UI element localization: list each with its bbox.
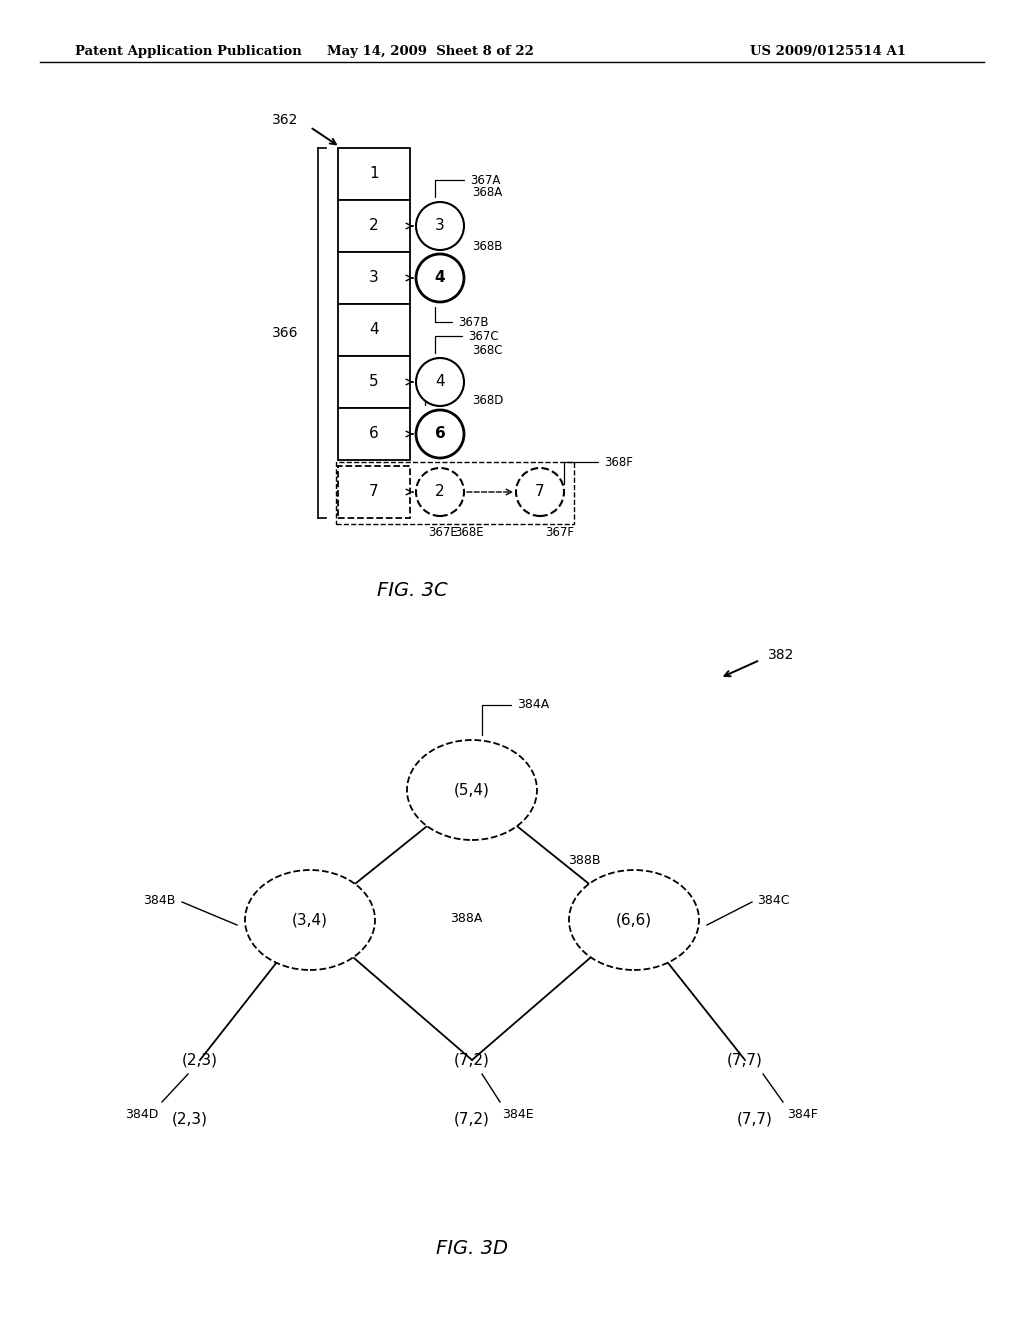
Bar bbox=[338, 201, 410, 252]
Circle shape bbox=[416, 358, 464, 407]
Ellipse shape bbox=[245, 870, 375, 970]
Bar bbox=[338, 148, 410, 201]
Text: 2: 2 bbox=[435, 484, 444, 499]
Circle shape bbox=[416, 253, 464, 302]
Bar bbox=[338, 356, 410, 408]
Text: 384F: 384F bbox=[787, 1107, 818, 1121]
Text: 367C: 367C bbox=[435, 330, 499, 354]
Text: (7,2): (7,2) bbox=[454, 1111, 489, 1127]
Bar bbox=[336, 462, 574, 524]
Text: 368B: 368B bbox=[472, 239, 503, 252]
Text: (3,4): (3,4) bbox=[292, 912, 328, 928]
Text: 368C: 368C bbox=[472, 343, 503, 356]
Text: 368D: 368D bbox=[472, 393, 504, 407]
Text: 3: 3 bbox=[435, 219, 444, 234]
Text: 3: 3 bbox=[369, 271, 379, 285]
Text: 6: 6 bbox=[434, 426, 445, 441]
Text: 366: 366 bbox=[271, 326, 298, 341]
Text: 362: 362 bbox=[272, 114, 298, 127]
Ellipse shape bbox=[569, 870, 699, 970]
Text: 367F: 367F bbox=[545, 525, 574, 539]
Bar bbox=[338, 304, 410, 356]
Text: May 14, 2009  Sheet 8 of 22: May 14, 2009 Sheet 8 of 22 bbox=[327, 45, 534, 58]
Text: FIG. 3D: FIG. 3D bbox=[436, 1238, 508, 1258]
Text: 4: 4 bbox=[435, 375, 444, 389]
Circle shape bbox=[416, 469, 464, 516]
Text: (6,6): (6,6) bbox=[616, 912, 652, 928]
Text: 384A: 384A bbox=[482, 698, 549, 735]
Text: 367B: 367B bbox=[435, 306, 488, 329]
Text: 384D: 384D bbox=[125, 1107, 158, 1121]
Text: Patent Application Publication: Patent Application Publication bbox=[75, 45, 302, 58]
Text: 388A: 388A bbox=[450, 912, 482, 924]
Ellipse shape bbox=[407, 741, 537, 840]
Bar bbox=[338, 252, 410, 304]
Text: 384E: 384E bbox=[502, 1107, 534, 1121]
Bar bbox=[338, 408, 410, 459]
Text: 367E: 367E bbox=[428, 525, 458, 539]
Text: 367D: 367D bbox=[425, 384, 462, 405]
Text: 368A: 368A bbox=[472, 186, 502, 198]
Text: 2: 2 bbox=[370, 219, 379, 234]
Text: (7,7): (7,7) bbox=[727, 1052, 763, 1068]
Text: (2,3): (2,3) bbox=[182, 1052, 218, 1068]
Text: 5: 5 bbox=[370, 375, 379, 389]
Text: (2,3): (2,3) bbox=[172, 1111, 208, 1127]
Text: 1: 1 bbox=[370, 166, 379, 181]
Text: 382: 382 bbox=[768, 648, 795, 663]
Text: 384B: 384B bbox=[142, 894, 175, 907]
Text: 384C: 384C bbox=[757, 894, 790, 907]
Text: 388B: 388B bbox=[568, 854, 600, 866]
Text: 7: 7 bbox=[536, 484, 545, 499]
Text: 368F: 368F bbox=[564, 455, 633, 484]
Bar bbox=[338, 466, 410, 517]
Circle shape bbox=[416, 411, 464, 458]
Circle shape bbox=[416, 202, 464, 249]
Text: (7,2): (7,2) bbox=[454, 1052, 489, 1068]
Text: US 2009/0125514 A1: US 2009/0125514 A1 bbox=[750, 45, 906, 58]
Text: 6: 6 bbox=[369, 426, 379, 441]
Text: FIG. 3C: FIG. 3C bbox=[377, 581, 447, 599]
Text: 4: 4 bbox=[434, 271, 445, 285]
Text: 7: 7 bbox=[370, 484, 379, 499]
Text: 368E: 368E bbox=[454, 525, 483, 539]
Text: (5,4): (5,4) bbox=[454, 783, 489, 797]
Text: 4: 4 bbox=[370, 322, 379, 338]
Text: (7,7): (7,7) bbox=[737, 1111, 773, 1127]
Circle shape bbox=[516, 469, 564, 516]
Text: 367A: 367A bbox=[435, 173, 501, 197]
